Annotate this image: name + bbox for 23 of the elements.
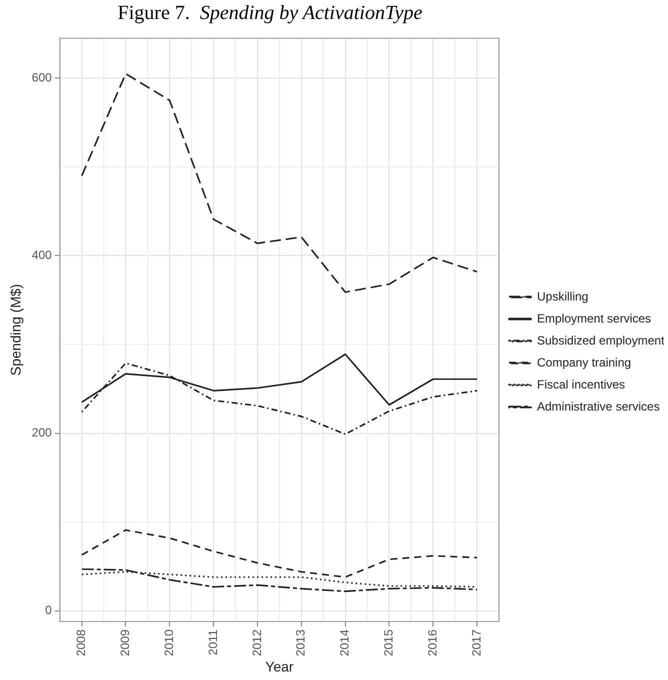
legend-label: Administrative services xyxy=(537,399,660,414)
chart-title: Figure 7. Spending by ActivationType xyxy=(118,2,422,24)
x-tick-label: 2012 xyxy=(250,629,264,656)
y-tick-label: 400 xyxy=(32,248,52,262)
x-tick-label: 2016 xyxy=(425,629,440,656)
x-tick-label: 2013 xyxy=(294,629,308,656)
legend-label: Employment services xyxy=(537,311,652,326)
legend-label: Subsidized employment xyxy=(537,333,666,348)
y-tick-label: 200 xyxy=(32,426,52,440)
x-tick-label: 2015 xyxy=(382,629,396,656)
legend-label: Upskilling xyxy=(537,289,588,304)
y-axis-title: Spending (M$) xyxy=(7,284,24,376)
x-tick-label: 2008 xyxy=(74,629,88,656)
legend-label: Company training xyxy=(537,355,632,370)
x-tick-label: 2010 xyxy=(162,629,176,656)
legend-label: Fiscal incentives xyxy=(537,377,626,392)
y-tick-label: 600 xyxy=(32,70,52,84)
x-tick-label: 2017 xyxy=(469,629,484,656)
x-tick-label: 2014 xyxy=(338,629,352,656)
y-tick-label: 0 xyxy=(45,603,52,618)
x-tick-label: 2011 xyxy=(206,629,220,656)
x-axis-title: Year xyxy=(265,658,294,674)
x-tick-label: 2009 xyxy=(118,629,132,656)
